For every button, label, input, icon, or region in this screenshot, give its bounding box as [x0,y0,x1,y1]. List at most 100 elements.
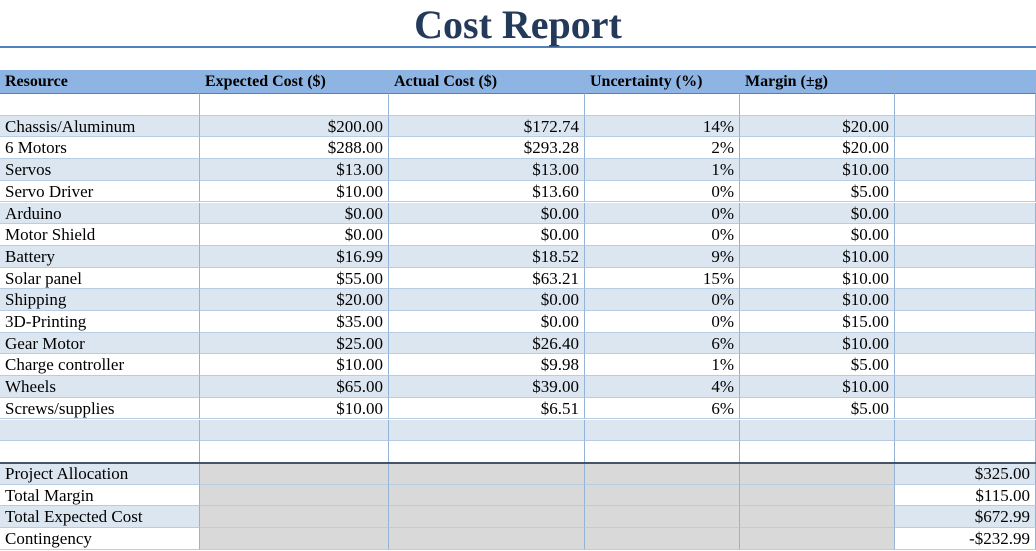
row-cell: $9.98 [389,354,585,377]
row-cell: $10.00 [740,159,895,181]
row-cell: Charge controller [0,354,200,377]
row-cell: $20.00 [740,137,895,160]
row-cell: $5.00 [740,397,895,420]
row-cell: $13.00 [389,159,585,181]
gray-cell [585,528,740,550]
row-cell [895,397,1036,420]
summary-label: Contingency [0,528,200,550]
empty-cell [740,441,895,463]
row-cell: $16.99 [200,245,389,268]
row-cell [895,159,1036,181]
empty-cell [389,441,585,463]
row-cell: $0.00 [389,202,585,225]
summary-label: Project Allocation [0,462,200,485]
row-cell: $5.00 [740,180,895,203]
row-cell [895,332,1036,355]
row-cell: 6% [585,332,740,355]
row-cell [895,289,1036,311]
row-cell [895,311,1036,333]
row-cell: 0% [585,224,740,246]
empty-cell [895,419,1036,442]
row-cell: 4% [585,376,740,398]
header-cell: Margin (±g) [740,70,895,94]
gray-cell [740,462,895,485]
gray-cell [740,484,895,507]
row-cell: $0.00 [389,224,585,246]
empty-cell [740,94,895,116]
row-cell: $200.00 [200,115,389,138]
gray-cell [389,528,585,550]
row-cell: $13.60 [389,180,585,203]
row-cell [895,376,1036,398]
row-cell [895,267,1036,290]
gray-cell [200,528,389,550]
row-cell: 6% [585,397,740,420]
row-cell [895,137,1036,160]
row-cell: 0% [585,202,740,225]
separator [0,461,1036,464]
row-cell: Shipping [0,289,200,311]
row-cell: 14% [585,115,740,138]
empty-cell [585,94,740,116]
row-cell: $0.00 [740,202,895,225]
gray-cell [740,528,895,550]
row-cell: Motor Shield [0,224,200,246]
row-cell: $26.40 [389,332,585,355]
row-cell: $13.00 [200,159,389,181]
row-cell: $0.00 [389,289,585,311]
row-cell: $10.00 [740,267,895,290]
row-cell: 1% [585,159,740,181]
row-cell: $293.28 [389,137,585,160]
report-title: Cost Report [0,0,1036,48]
row-cell: 0% [585,289,740,311]
row-cell: $10.00 [200,397,389,420]
empty-cell [200,441,389,463]
row-cell: $10.00 [740,245,895,268]
row-cell: $10.00 [200,180,389,203]
summary-value: $672.99 [895,506,1036,528]
row-cell: 9% [585,245,740,268]
row-cell: Servos [0,159,200,181]
row-cell: Chassis/Aluminum [0,115,200,138]
row-cell: Screws/supplies [0,397,200,420]
gray-cell [740,506,895,528]
row-cell: $55.00 [200,267,389,290]
row-cell: 15% [585,267,740,290]
row-cell: 0% [585,180,740,203]
row-cell: $288.00 [200,137,389,160]
empty-cell [895,441,1036,463]
header-cell: Resource [0,70,200,94]
summary-value: $325.00 [895,462,1036,485]
row-cell: $0.00 [389,311,585,333]
row-cell: $20.00 [200,289,389,311]
gray-cell [389,506,585,528]
empty-cell [0,94,200,116]
row-cell: $20.00 [740,115,895,138]
header-cell: Expected Cost ($) [200,70,389,94]
row-cell: $10.00 [740,289,895,311]
row-cell: 2% [585,137,740,160]
row-cell: $25.00 [200,332,389,355]
row-cell: $0.00 [200,224,389,246]
empty-cell [200,419,389,442]
gray-cell [585,506,740,528]
row-cell: $15.00 [740,311,895,333]
empty-cell [740,419,895,442]
gray-cell [200,484,389,507]
gray-cell [585,484,740,507]
gray-cell [389,462,585,485]
row-cell [895,202,1036,225]
summary-label: Total Margin [0,484,200,507]
empty-cell [585,419,740,442]
row-cell: 0% [585,311,740,333]
row-cell [895,354,1036,377]
empty-cell [200,94,389,116]
row-cell: 1% [585,354,740,377]
row-cell [895,224,1036,246]
gray-cell [200,462,389,485]
row-cell [895,245,1036,268]
row-cell: $65.00 [200,376,389,398]
header-cell: Uncertainty (%) [585,70,740,94]
empty-cell [895,94,1036,116]
